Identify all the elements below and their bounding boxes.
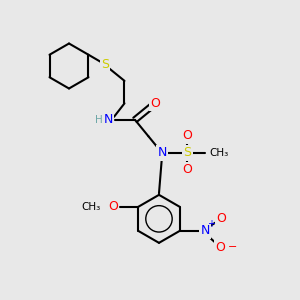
- Text: CH₃: CH₃: [82, 202, 101, 212]
- Text: O: O: [182, 164, 192, 176]
- Text: O: O: [108, 200, 118, 213]
- Text: −: −: [228, 242, 237, 252]
- Text: S: S: [101, 58, 109, 71]
- Text: N: N: [103, 113, 113, 126]
- Text: N: N: [157, 146, 167, 159]
- Text: S: S: [184, 146, 191, 159]
- Text: N: N: [201, 224, 210, 237]
- Text: O: O: [182, 129, 192, 142]
- Text: +: +: [207, 219, 215, 229]
- Text: O: O: [216, 212, 226, 225]
- Text: CH₃: CH₃: [209, 148, 229, 158]
- Text: O: O: [216, 241, 226, 254]
- Text: O: O: [150, 97, 160, 110]
- Text: H: H: [94, 116, 102, 125]
